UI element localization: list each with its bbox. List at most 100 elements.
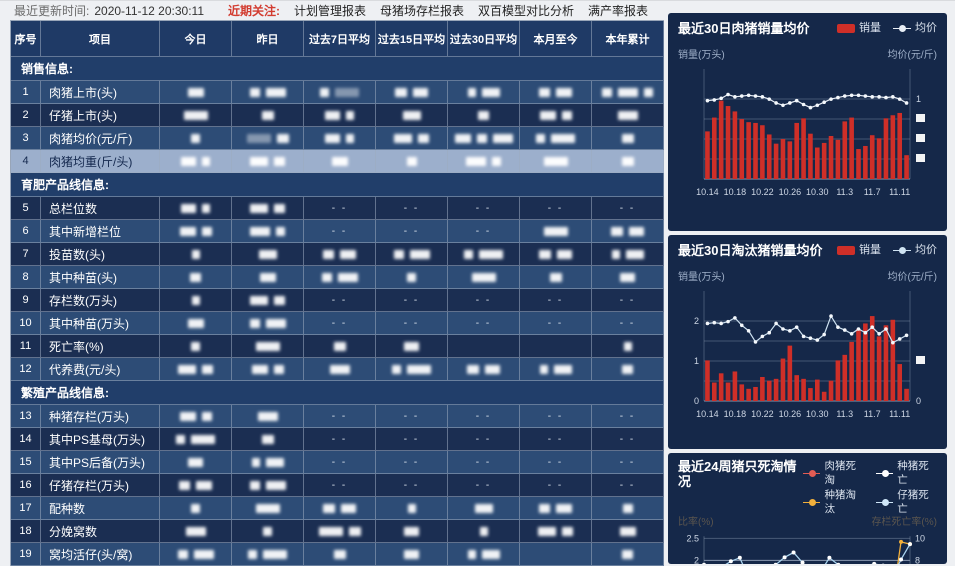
row-item-label: 种猪存栏(万头) <box>41 405 160 428</box>
data-cell <box>448 358 520 381</box>
legend-item-仔猪死亡[interactable]: 仔猪死亡 <box>876 488 937 516</box>
row-item-label: 其中种苗(头) <box>41 266 160 289</box>
redacted-value <box>256 342 280 351</box>
chart-plot: 2.510281.56 <box>678 528 937 564</box>
recent-focus-label: 近期关注: <box>228 2 280 19</box>
redacted-value <box>250 319 260 328</box>
legend-item-种猪死亡[interactable]: 种猪死亡 <box>876 459 937 487</box>
redacted-value <box>192 250 200 259</box>
data-cell: - - <box>376 289 448 312</box>
data-cell: - - <box>304 428 376 451</box>
redacted-value <box>556 504 572 513</box>
y-axis-label-right: 均价(元/斤) <box>888 46 937 61</box>
data-cell <box>592 104 664 127</box>
row-number: 13 <box>11 405 41 428</box>
y-axis-label-left: 比率(%) <box>678 513 714 528</box>
redacted-value <box>274 157 285 166</box>
column-header: 过去30日平均 <box>448 21 520 57</box>
redacted-value <box>492 157 501 166</box>
data-cell <box>520 335 592 358</box>
line-dot-swatch-icon <box>893 24 911 33</box>
redacted-value <box>413 88 428 97</box>
data-cell <box>376 243 448 266</box>
section-header: 繁殖产品线信息: <box>11 381 664 405</box>
redacted-value <box>455 134 471 143</box>
data-cell <box>160 474 232 497</box>
redacted-value <box>191 134 200 143</box>
topbar-link-capacity-report[interactable]: 满产率报表 <box>588 2 648 19</box>
redacted-value <box>466 157 486 166</box>
data-cell <box>160 335 232 358</box>
line-dot-swatch-icon <box>803 498 820 507</box>
topbar-link-sow-farm-report[interactable]: 母猪场存栏报表 <box>380 2 464 19</box>
row-item-label: 总栏位数 <box>41 197 160 220</box>
data-cell <box>160 289 232 312</box>
data-cell <box>232 81 304 104</box>
redacted-value <box>180 412 196 421</box>
data-cell: - - <box>448 474 520 497</box>
redacted-value <box>325 134 340 143</box>
data-cell: - - <box>304 220 376 243</box>
redacted-value <box>539 250 551 259</box>
chart-title: 最近24周猪只死淘情况 <box>678 459 803 489</box>
data-cell: - - <box>520 451 592 474</box>
topbar-link-plan-report[interactable]: 计划管理报表 <box>294 2 366 19</box>
data-cell: - - <box>376 474 448 497</box>
redacted-value <box>485 365 500 374</box>
redacted-value <box>332 157 348 166</box>
column-header: 昨日 <box>232 21 304 57</box>
redacted-value <box>202 204 210 213</box>
data-cell <box>232 497 304 520</box>
redacted-value <box>539 88 550 97</box>
legend-item-均价[interactable]: 均价 <box>893 243 937 257</box>
legend-item-种猪淘汰[interactable]: 种猪淘汰 <box>803 488 864 516</box>
redacted-value <box>258 412 278 421</box>
row-number: 18 <box>11 520 41 543</box>
redacted-value <box>622 550 633 559</box>
redacted-value <box>247 134 271 143</box>
legend-item-销量[interactable]: 销量 <box>837 21 881 35</box>
legend-item-销量[interactable]: 销量 <box>837 243 881 257</box>
redacted-value <box>468 550 476 559</box>
svg-text:10.18: 10.18 <box>724 409 747 419</box>
legend-item-均价[interactable]: 均价 <box>893 21 937 35</box>
data-cell <box>592 243 664 266</box>
legend-item-肉猪死淘[interactable]: 肉猪死淘 <box>803 459 864 487</box>
redacted-value <box>176 435 185 444</box>
data-cell <box>520 358 592 381</box>
price-line-series <box>706 93 909 110</box>
data-cell <box>448 150 520 173</box>
redacted-value <box>404 527 419 536</box>
data-cell: - - <box>304 312 376 335</box>
column-header: 本月至今 <box>520 21 592 57</box>
redacted-value <box>266 319 286 328</box>
data-cell <box>304 81 376 104</box>
svg-text:10.22: 10.22 <box>751 187 774 197</box>
redacted-value <box>186 527 206 536</box>
topbar-link-model-compare[interactable]: 双百模型对比分析 <box>478 2 574 19</box>
data-cell <box>232 312 304 335</box>
data-cell <box>160 150 232 173</box>
redacted-value <box>394 134 412 143</box>
svg-text:10.26: 10.26 <box>779 187 802 197</box>
data-cell: - - <box>448 197 520 220</box>
data-cell <box>520 127 592 150</box>
